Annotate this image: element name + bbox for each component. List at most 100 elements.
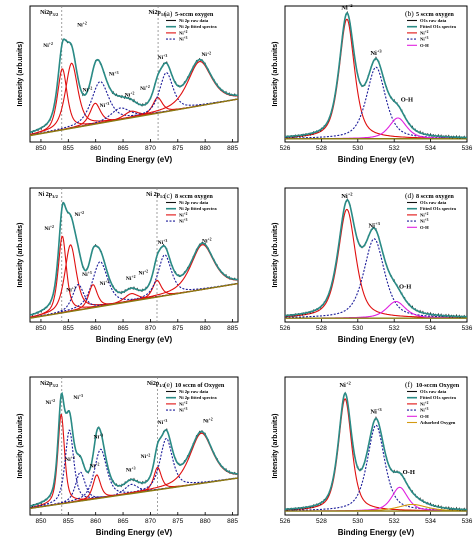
- plot-frame: [284, 187, 468, 323]
- peak-label: Ni+3: [94, 434, 104, 441]
- reference-label: Ni2p3/2: [40, 10, 59, 17]
- component-peak-ni3: [30, 283, 238, 319]
- peak-label: Ni+3: [370, 407, 382, 415]
- peak-label: Ni+3: [73, 394, 83, 401]
- x-tick-label: 875: [172, 518, 183, 525]
- peak-label: Ni+2: [83, 86, 93, 93]
- legend-label: Ni+2: [420, 30, 429, 36]
- peak-label: O-H: [403, 469, 415, 476]
- y-axis-label: Intensity (arb.units): [272, 223, 279, 288]
- x-tick-label: 860: [90, 325, 101, 332]
- fitted-spectra-line: [30, 391, 238, 507]
- legend-label: Fitted O1s spectra: [420, 24, 457, 29]
- legend-label: Ni+2: [420, 212, 429, 218]
- peak-label: Ni+3: [158, 239, 168, 246]
- y-axis-label: Intensity (arb.units): [17, 223, 24, 288]
- plot-area: [285, 198, 467, 319]
- x-tick-label: 870: [145, 145, 156, 152]
- peak-label: Ni+2: [77, 21, 87, 28]
- peak-label: Ni+2: [341, 3, 353, 11]
- peak-label: Ni+2: [90, 463, 100, 470]
- x-tick-label: 860: [90, 518, 101, 525]
- raw-data-line: [30, 393, 238, 508]
- x-tick-label: 875: [172, 325, 183, 332]
- peak-label: Ni+3: [368, 221, 380, 229]
- component-peak-ni2: [285, 18, 467, 139]
- panel-title: 10 sccm of Oxygen: [175, 382, 225, 389]
- x-axis-label: Binding Energy (eV): [338, 335, 415, 344]
- panel-c: Ni+2Ni+2Ni+3Ni+2Ni+3Ni+2Ni+2Ni+3 Ni+2Ni 2…: [17, 187, 239, 344]
- x-tick-label: 870: [145, 325, 156, 332]
- legend-label: Ni 2p fitted spectra: [179, 395, 217, 400]
- peak-label: Ni+2: [341, 192, 353, 200]
- plot-area: [285, 391, 467, 512]
- x-tick-label: 885: [227, 145, 238, 152]
- reference-label: Ni2p1/2: [148, 10, 167, 17]
- panel-title: 5-sccm oxygen: [175, 11, 214, 18]
- peak-label: Ni+2: [339, 381, 351, 389]
- peak-label: Ni+3: [109, 71, 119, 78]
- x-tick-label: 875: [172, 145, 183, 152]
- x-axis-label: Binding Energy (eV): [338, 155, 415, 164]
- component-peak-ni2: [30, 244, 238, 319]
- legend-label: Ni+3: [179, 36, 188, 42]
- panel-tag: (a): [164, 9, 173, 18]
- peak-label: Ni+3: [66, 286, 76, 293]
- y-axis-label: Intensity (arb.units): [272, 414, 279, 479]
- peak-label: Ni+2: [203, 418, 213, 425]
- peak-label: Ni+3: [370, 49, 382, 57]
- x-tick-label: 532: [389, 145, 400, 152]
- peak-label: Ni+2: [45, 399, 55, 406]
- x-tick-label: 530: [352, 518, 363, 525]
- x-tick-label: 855: [63, 145, 74, 152]
- panel-title: 5 sccm oxygen: [416, 11, 454, 18]
- plot-frame: [284, 5, 468, 143]
- component-peak-ni3: [285, 238, 467, 318]
- x-tick-label: 526: [280, 145, 291, 152]
- component-peak-ni3: [30, 437, 238, 509]
- peak-label: Ni+2: [202, 238, 212, 245]
- x-tick-label: 855: [63, 325, 74, 332]
- background-line: [30, 282, 238, 319]
- raw-data-line: [285, 10, 467, 140]
- x-tick-label: 865: [118, 325, 129, 332]
- x-tick-label: 860: [90, 145, 101, 152]
- x-tick-label: 850: [36, 145, 47, 152]
- x-tick-label: 880: [200, 145, 211, 152]
- legend-label: O1s raw data: [420, 18, 447, 23]
- x-tick-label: 855: [63, 518, 74, 525]
- y-axis-label: Intensity (arb.units): [17, 414, 24, 479]
- x-tick-label: 528: [316, 145, 327, 152]
- peak-label: O-H: [401, 97, 413, 104]
- x-tick-label: 532: [389, 325, 400, 332]
- x-tick-label: 885: [227, 325, 238, 332]
- legend-label: Ni 2p fitted spectra: [179, 24, 217, 29]
- x-tick-label: 850: [36, 325, 47, 332]
- panel-tag: (b): [405, 9, 414, 18]
- peak-label: Ni+2: [43, 42, 53, 49]
- legend-label: Adsorbed Oxygen: [420, 420, 456, 425]
- peak-label: Ni+3: [158, 419, 168, 426]
- background-line: [30, 477, 238, 510]
- fitted-spectra-line: [285, 391, 467, 511]
- legend-label: O-H: [420, 414, 429, 419]
- legend-label: O-H: [420, 43, 429, 48]
- reference-label: Ni 2p1/2: [146, 192, 166, 199]
- legend-label: O1s raw data: [420, 389, 447, 394]
- component-peak-ni2: [30, 244, 238, 318]
- legend-label: Ni+3: [420, 407, 429, 413]
- fitted-spectra-line: [285, 199, 467, 318]
- legend-label: Ni+2: [179, 212, 188, 218]
- plot-frame: [29, 376, 239, 516]
- component-peak-ni3: [285, 424, 467, 511]
- fitted-spectra-line: [30, 201, 238, 316]
- legend-label: Fitted O1s spectra: [420, 395, 457, 400]
- peak-label: O-H: [399, 284, 411, 291]
- x-tick-label: 880: [200, 518, 211, 525]
- plot-area: [30, 188, 238, 322]
